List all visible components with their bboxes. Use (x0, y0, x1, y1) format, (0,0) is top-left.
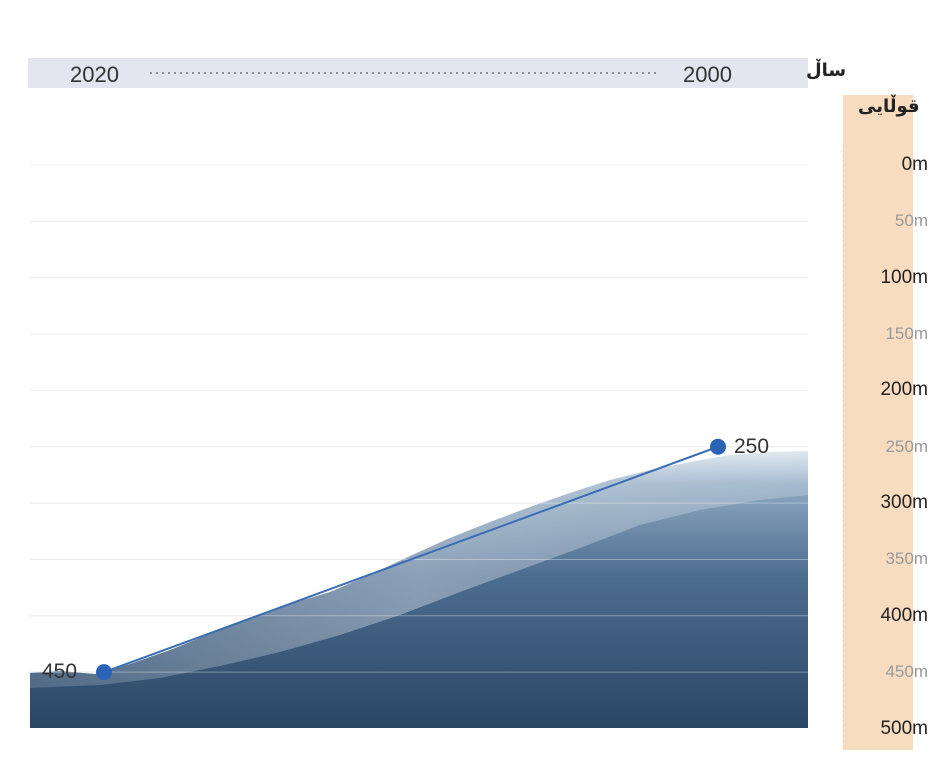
y-axis-title: قوڵایی (858, 96, 920, 116)
gridlines-over-water (30, 164, 808, 673)
y-tick-label: 200m (880, 379, 928, 401)
y-tick-label: 350m (885, 549, 928, 569)
y-tick-label: 0m (901, 154, 928, 175)
data-label: 250 (734, 434, 770, 458)
series-line (103, 445, 719, 674)
y-tick-label: 150m (885, 324, 928, 344)
data-point (710, 438, 726, 455)
y-tick-label: 300m (880, 492, 928, 514)
series (96, 438, 726, 681)
x-tick-right: 2000 (683, 62, 732, 87)
data-point (96, 664, 112, 681)
depth-band (843, 95, 913, 750)
x-axis-title: ساڵ (806, 60, 847, 80)
y-tick-label: 400m (880, 604, 928, 626)
y-tick-label: 500m (880, 717, 928, 739)
y-tick-label: 250m (885, 436, 928, 456)
y-tick-label: 450m (885, 662, 928, 682)
x-tick-left: 2020 (70, 62, 119, 87)
data-label: 450 (42, 660, 78, 684)
y-tick-label: 100m (880, 266, 928, 288)
y-tick-label: 50m (894, 211, 928, 231)
